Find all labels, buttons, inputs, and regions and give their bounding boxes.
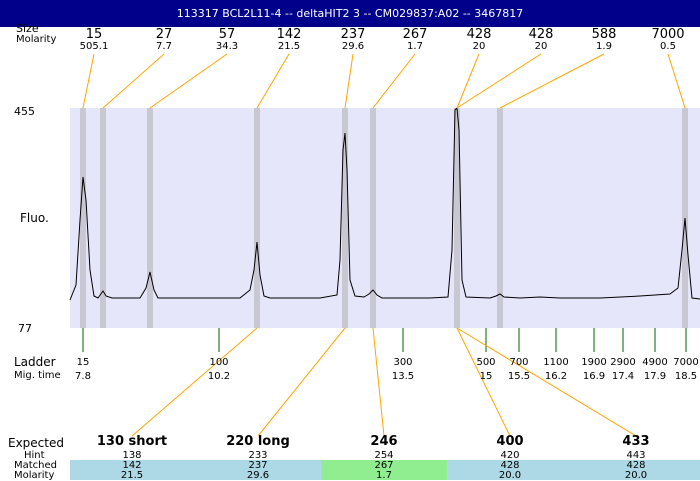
ladder-size: 15 [76,357,90,368]
top-peak-molarity: 1.7 [407,41,423,52]
top-peak-size: 7000 [651,27,685,42]
expected-molarity: 21.5 [120,470,144,481]
peak-band-6 [454,108,460,328]
ladder-size: 700 [509,357,529,368]
ladder-mig-time: 13.5 [391,371,415,382]
expected-connector-0 [131,327,258,437]
top-peak-molarity: 20 [534,41,548,52]
expected-matched: 428 [626,460,646,471]
expected-name: 400 [496,434,524,449]
ladder-size: 100 [209,357,229,368]
top-peak-molarity: 505.1 [79,41,109,52]
expected-hint: 443 [626,450,646,461]
top-peak-size: 237 [340,27,366,42]
top-peak-size: 588 [591,27,617,42]
expected-name: 433 [622,434,650,449]
expected-matched: 267 [374,460,394,471]
top-peak-size: 57 [218,27,236,42]
ladder-mig-time: 16.9 [582,371,606,382]
ladder-mig-time: 18.5 [674,371,698,382]
plot-background [70,108,700,328]
hint-label: Hint [24,450,45,461]
expected-matched: 428 [500,460,520,471]
top-connector-8 [499,53,605,109]
peak-band-5 [370,108,376,328]
y-axis-min: 77 [18,322,32,335]
peak-band-2 [147,108,153,328]
size-row-label: Size [16,22,39,35]
ladder-label: Ladder [14,355,56,369]
peak-band-7 [497,108,503,328]
expected-connector-2 [372,327,385,437]
ladder-mig-time: 15.5 [507,371,531,382]
top-connector-0 [82,53,95,109]
y-axis-label: Fluo. [20,211,49,225]
top-connector-6 [456,53,480,109]
expected-label: Expected [8,436,64,450]
expected-name: 220 long [226,434,290,449]
molarity-label: Molarity [14,470,55,481]
top-connector-3 [256,53,290,109]
top-connector-2 [149,53,228,109]
ladder-mig-time: 17.4 [611,371,635,382]
peak-band-4 [342,108,348,328]
molarity-row-label: Molarity [16,34,57,45]
ladder-mig-time: 16.2 [544,371,568,382]
peak-band-1 [100,108,106,328]
mig-time-label: Mig. time [14,370,61,381]
ladder-size: 1900 [581,357,607,368]
top-peak-size: 428 [528,27,554,42]
ladder-size: 1100 [543,357,569,368]
top-peak-molarity: 34.3 [215,41,239,52]
top-connector-5 [372,53,416,109]
window-title: 113317 BCL2L11-4 -- deltaHIT2 3 -- CM029… [0,0,700,27]
top-peak-molarity: 21.5 [277,41,301,52]
expected-molarity: 1.7 [376,470,392,481]
expected-connector-4 [456,327,637,437]
expected-hint: 420 [500,450,520,461]
expected-molarity: 29.6 [246,470,270,481]
top-peak-size: 142 [276,27,302,42]
top-peak-molarity: 20 [472,41,486,52]
expected-name: 130 short [96,434,168,449]
ladder-mig-time: 10.2 [207,371,231,382]
highlight-band [321,460,447,480]
top-peak-size: 15 [85,27,103,42]
matched-label: Matched [14,460,58,471]
top-peak-molarity: 0.5 [660,41,676,52]
top-peak-molarity: 7.7 [156,41,172,52]
expected-molarity: 20.0 [498,470,522,481]
expected-hint: 233 [248,450,268,461]
top-peak-size: 267 [402,27,428,42]
expected-matched: 237 [248,460,268,471]
top-connector-7 [456,53,542,109]
ladder-mig-time: 17.9 [643,371,667,382]
expected-hint: 138 [122,450,142,461]
peak-band-0 [80,108,86,328]
expected-hint: 254 [374,450,394,461]
expected-name: 246 [370,434,398,449]
top-peak-size: 27 [155,27,173,42]
top-peak-molarity: 29.6 [341,41,365,52]
ladder-size: 4900 [642,357,668,368]
expected-connector-3 [456,327,511,437]
expected-connector-1 [257,327,346,437]
expected-matched: 142 [122,460,142,471]
expected-molarity: 20.0 [624,470,648,481]
ladder-mig-time: 7.8 [75,371,91,382]
top-connector-4 [344,53,354,109]
top-connector-9 [667,53,686,109]
y-axis-max: 455 [14,105,35,118]
ladder-size: 2900 [610,357,636,368]
top-peak-molarity: 1.9 [596,41,612,52]
ladder-size: 7000 [673,357,699,368]
ladder-size: 500 [476,357,496,368]
peak-band-3 [254,108,260,328]
signal-trace [69,106,700,301]
ladder-mig-time: 15 [479,371,493,382]
ladder-size: 300 [393,357,413,368]
top-peak-size: 428 [466,27,492,42]
top-connector-1 [102,53,165,109]
